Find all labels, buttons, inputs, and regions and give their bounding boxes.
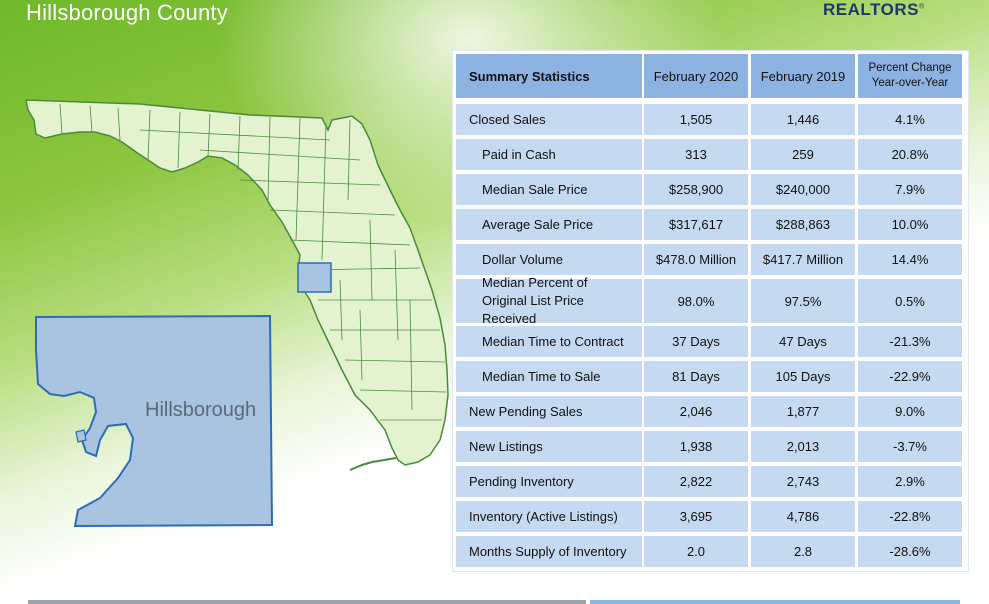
table-cell: 2,822 bbox=[644, 466, 748, 497]
table-cell: -3.7% bbox=[858, 431, 962, 462]
row-label: Pending Inventory bbox=[456, 466, 642, 497]
table-header-cell: Percent Change Year-over-Year bbox=[858, 54, 962, 98]
table-cell: -28.6% bbox=[858, 536, 962, 567]
bay-inlet bbox=[75, 429, 87, 443]
table-header-cell: Summary Statistics bbox=[456, 54, 642, 98]
footer-divider bbox=[28, 600, 586, 604]
county-highlight-small bbox=[297, 262, 332, 293]
table-cell: 1,446 bbox=[751, 104, 855, 135]
table-cell: 2,046 bbox=[644, 396, 748, 427]
row-label: Inventory (Active Listings) bbox=[456, 501, 642, 532]
row-label: Median Time to Sale bbox=[456, 361, 642, 392]
table-cell: 7.9% bbox=[858, 174, 962, 205]
table-cell: 105 Days bbox=[751, 361, 855, 392]
page-title: Hillsborough County bbox=[26, 0, 228, 25]
table-cell: 259 bbox=[751, 139, 855, 170]
row-label: Months Supply of Inventory bbox=[456, 536, 642, 567]
table-cell: 1,938 bbox=[644, 431, 748, 462]
brand-text: REALTORS bbox=[823, 0, 919, 19]
table-cell: 4,786 bbox=[751, 501, 855, 532]
table-cell: 2,743 bbox=[751, 466, 855, 497]
table-cell: $240,000 bbox=[751, 174, 855, 205]
county-label: Hillsborough bbox=[145, 399, 257, 421]
table-cell: 47 Days bbox=[751, 326, 855, 357]
table-cell: 81 Days bbox=[644, 361, 748, 392]
table-cell: 2,013 bbox=[751, 431, 855, 462]
table-cell: 9.0% bbox=[858, 396, 962, 427]
row-label: Median Percent of Original List Price Re… bbox=[456, 275, 642, 326]
row-label: Paid in Cash bbox=[456, 139, 642, 170]
table-cell: 20.8% bbox=[858, 139, 962, 170]
florida-outline bbox=[25, 99, 449, 466]
table-cell: 1,877 bbox=[751, 396, 855, 427]
table-cell: 10.0% bbox=[858, 209, 962, 240]
row-label: New Pending Sales bbox=[456, 396, 642, 427]
table-cell: 2.9% bbox=[858, 466, 962, 497]
row-label: Median Time to Contract bbox=[456, 326, 642, 357]
table-cell: 97.5% bbox=[751, 279, 855, 323]
table-cell: -21.3% bbox=[858, 326, 962, 357]
table-cell: $417.7 Million bbox=[751, 244, 855, 275]
table-cell: 1,505 bbox=[644, 104, 748, 135]
row-label: Median Sale Price bbox=[456, 174, 642, 205]
table-cell: $288,863 bbox=[751, 209, 855, 240]
row-label: Closed Sales bbox=[456, 104, 642, 135]
table-cell: $317,617 bbox=[644, 209, 748, 240]
realtors-logo: REALTORS® bbox=[823, 0, 925, 20]
hillsborough-county-shape bbox=[35, 314, 274, 528]
table-cell: 98.0% bbox=[644, 279, 748, 323]
summary-statistics-table: Summary Statistics February 2020 February … bbox=[452, 50, 969, 572]
row-label: New Listings bbox=[456, 431, 642, 462]
table-cell: 4.1% bbox=[858, 104, 962, 135]
table-cell: 14.4% bbox=[858, 244, 962, 275]
county-borders bbox=[59, 103, 447, 421]
row-label: Dollar Volume bbox=[456, 244, 642, 275]
table-cell: 3,695 bbox=[644, 501, 748, 532]
table-header-cell: February 2020 bbox=[644, 54, 748, 98]
registered-mark: ® bbox=[918, 3, 925, 11]
row-label: Average Sale Price bbox=[456, 209, 642, 240]
footer-table-edge bbox=[590, 600, 960, 604]
table-cell: -22.8% bbox=[858, 501, 962, 532]
table-cell: 0.5% bbox=[858, 279, 962, 323]
table-cell: 2.0 bbox=[644, 536, 748, 567]
table-cell: 313 bbox=[644, 139, 748, 170]
table-cell: $478.0 Million bbox=[644, 244, 748, 275]
table-cell: $258,900 bbox=[644, 174, 748, 205]
table-cell: 2.8 bbox=[751, 536, 855, 567]
florida-keys bbox=[349, 457, 397, 471]
table-header-cell: February 2019 bbox=[751, 54, 855, 98]
table-cell: -22.9% bbox=[858, 361, 962, 392]
table-cell: 37 Days bbox=[644, 326, 748, 357]
